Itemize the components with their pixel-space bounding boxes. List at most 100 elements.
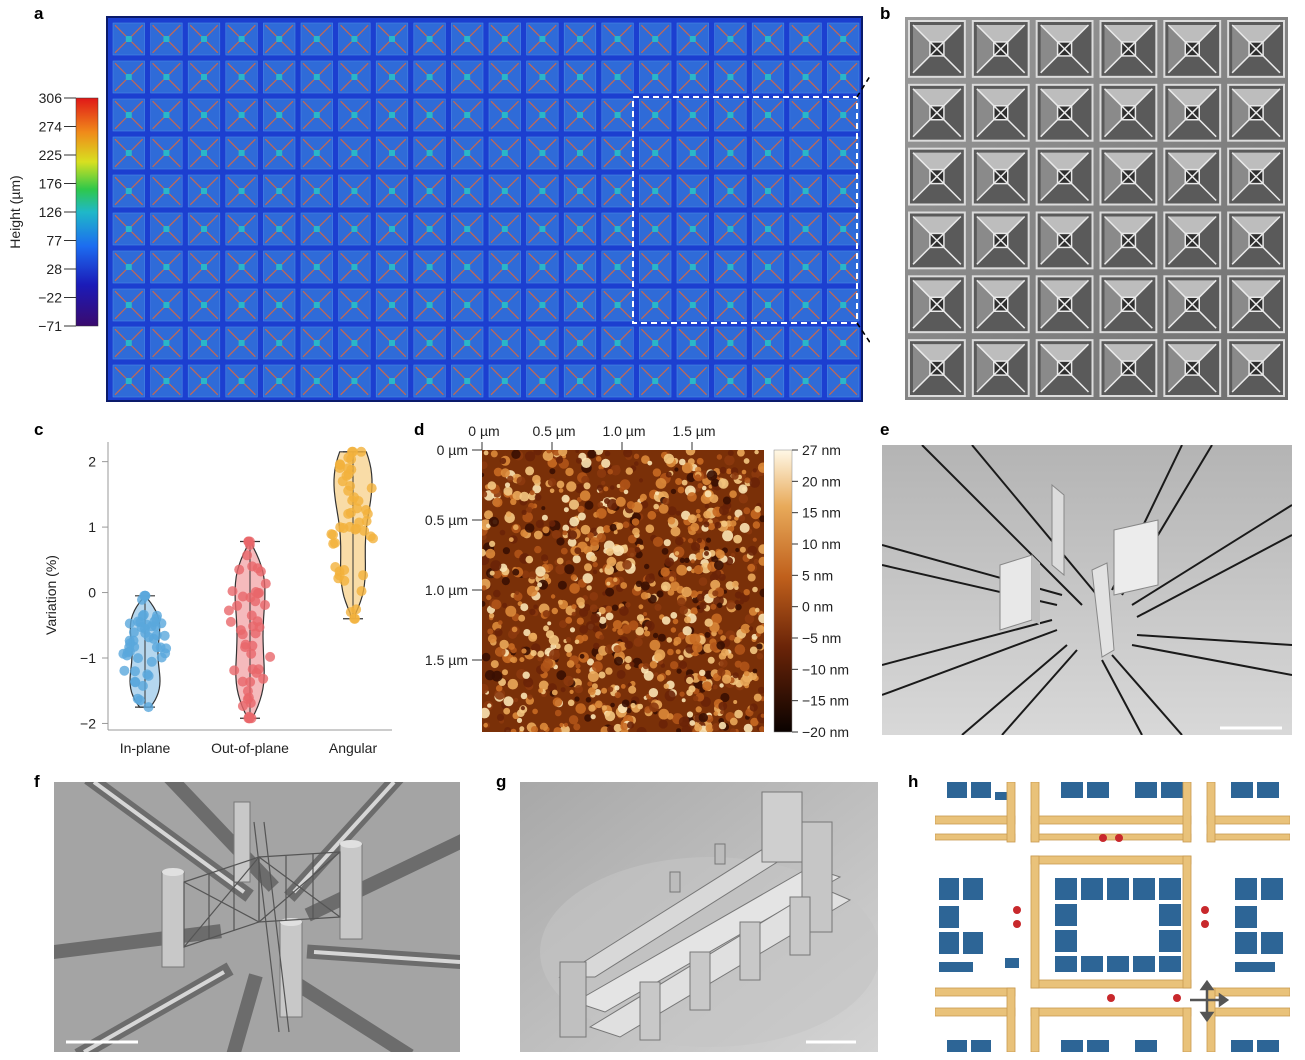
panel-g-sem-image [520,782,878,1052]
violin-point [130,666,140,677]
unit-cell [639,250,672,284]
height-colorbar-tick: 225 [39,147,63,163]
violin-point [253,588,263,599]
unit-cell [676,98,709,132]
unit-cell [488,60,521,94]
unit-cell [488,326,521,360]
block [1159,956,1181,972]
violin-point [128,627,139,638]
unit-cell [150,326,183,360]
unit-cell [225,136,258,170]
unit-cell [639,174,672,208]
panel-e-sem-image [882,445,1292,735]
unit-cell [413,60,446,94]
violin-point [159,630,170,641]
block [939,906,959,928]
unit-cell [112,174,145,208]
block [1061,1040,1083,1052]
unit-cell [751,136,785,170]
violin-point [334,570,345,581]
unit-cell [150,22,183,56]
violin-point [223,605,234,616]
beam [1206,833,1290,841]
unit-cell [263,250,296,284]
sem-unit-cell [908,339,966,397]
c-ytick: −1 [80,650,96,666]
unit-cell [827,212,860,246]
unit-cell [789,22,822,56]
unit-cell [639,364,672,398]
beam [1006,782,1016,843]
sem-unit-cell [908,275,966,334]
violin-point [119,665,130,676]
unit-cell [150,98,183,132]
c-xtick: Angular [329,740,378,756]
unit-cell [789,326,822,360]
beam [1030,782,1040,843]
sem-unit-cell [1099,339,1158,397]
violin-point [146,656,157,667]
move-arrows-icon [1190,979,1230,1023]
block [1081,878,1103,900]
unit-cell [150,174,183,208]
unit-cell [751,60,785,94]
violin-point [138,609,149,620]
unit-cell [789,212,822,246]
unit-cell [112,136,145,170]
sem-unit-cell [1035,211,1094,270]
unit-cell [187,22,221,56]
unit-cell [563,174,597,208]
d-ytick: 0 µm [437,442,468,458]
unit-cell [488,288,521,322]
unit-cell [300,364,333,398]
violin-point [366,483,377,494]
violin-point [343,508,354,519]
violin-point [143,702,154,713]
block [1257,782,1279,798]
block [1159,878,1181,900]
sem-unit-cell [1227,275,1285,334]
d-colorbar-tick: 10 nm [802,536,841,552]
block [1235,878,1257,900]
unit-cell [263,288,296,322]
sem-unit-cell [1035,339,1094,397]
unit-cell [187,212,221,246]
unit-cell [639,288,672,322]
beam [1030,855,1192,865]
unit-cell [789,288,822,322]
unit-cell [526,174,559,208]
violin-point [335,522,346,533]
unit-cell [751,212,785,246]
height-colorbar-tick: 306 [39,90,63,106]
unit-cell [526,136,559,170]
unit-cell [639,136,672,170]
sem-unit-cell [1227,339,1285,397]
unit-cell [488,364,521,398]
unit-cell [413,98,446,132]
unit-cell [827,250,860,284]
unit-cell [413,326,446,360]
unit-cell [563,60,597,94]
panel-d-afm: 0 µm 0.5 µm 1.0 µm 1.5 µm 0 µm 0.5 µm 1.0 µm 1… [425,423,849,740]
d-colorbar-tick: 0 nm [802,599,833,615]
block [1005,958,1019,968]
unit-cell [676,136,709,170]
violin-point [225,616,236,627]
height-map-cells [112,22,860,398]
unit-cell [601,288,634,322]
unit-cell [338,364,371,398]
violin-point [337,476,348,487]
violin-point [246,648,257,659]
beam [1030,833,1192,841]
unit-cell [375,326,409,360]
unit-cell [714,326,747,360]
unit-cell [751,98,785,132]
panel-label-e: e [880,420,890,439]
violin-point [240,639,251,650]
block [1235,932,1257,954]
block [1107,956,1129,972]
unit-cell [526,326,559,360]
block [1087,1040,1109,1052]
unit-cell [413,288,446,322]
block [1159,930,1181,952]
